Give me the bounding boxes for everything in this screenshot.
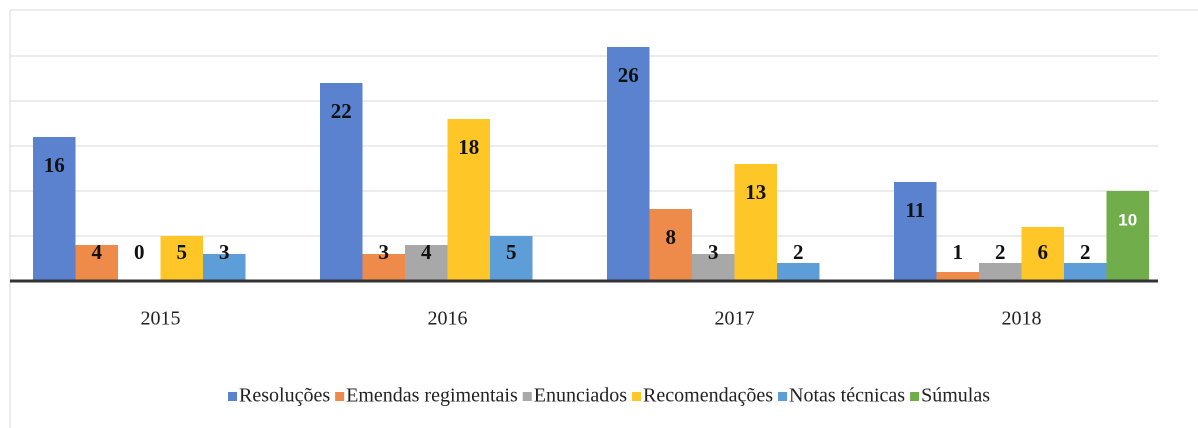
data-label: 3 — [219, 240, 230, 264]
bar — [405, 245, 448, 281]
legend-swatch — [522, 392, 532, 401]
bar — [160, 236, 203, 281]
data-label: 3 — [708, 240, 719, 264]
bar — [979, 263, 1022, 281]
data-label: 13 — [745, 180, 766, 204]
bar — [1064, 263, 1107, 281]
x-tick-label: 2015 — [141, 308, 181, 330]
legend-swatch — [228, 392, 238, 401]
data-label: 2 — [793, 240, 804, 264]
bar — [33, 137, 76, 281]
bar — [894, 182, 937, 281]
x-tick-label: 2016 — [428, 308, 468, 330]
bar — [203, 254, 246, 281]
legend-swatch — [778, 392, 787, 401]
x-tick-label: 2018 — [1002, 308, 1042, 330]
data-label: 1 — [953, 240, 964, 264]
bar — [734, 164, 777, 281]
legend-swatch — [632, 392, 642, 401]
bar — [692, 254, 735, 281]
data-label: 10 — [1118, 210, 1137, 229]
data-label: 22 — [331, 99, 352, 123]
data-label: 8 — [666, 225, 677, 249]
data-label: 26 — [618, 63, 639, 87]
data-label: 4 — [421, 240, 432, 264]
bar — [447, 119, 490, 281]
bar — [1106, 191, 1149, 281]
legend-label: Resoluções — [239, 385, 330, 407]
legend-label: Enunciados — [534, 385, 628, 407]
bar — [649, 209, 692, 281]
legend-label: Notas técnicas — [789, 385, 905, 407]
data-label: 18 — [458, 135, 479, 159]
bar — [1021, 227, 1064, 281]
data-label: 4 — [92, 240, 103, 264]
legend-label: Emendas regimentais — [346, 385, 518, 407]
bar — [75, 245, 118, 281]
data-label: 16 — [44, 153, 65, 177]
legend-swatch — [335, 392, 345, 401]
data-label: 2 — [1080, 240, 1091, 264]
data-label: 6 — [1038, 240, 1049, 264]
data-label: 0 — [134, 240, 145, 264]
bar — [936, 272, 979, 281]
bar — [777, 263, 820, 281]
data-label: 3 — [379, 240, 390, 264]
data-label: 11 — [905, 198, 925, 222]
legend-label: Súmulas — [921, 385, 990, 407]
x-tick-label: 2017 — [715, 308, 755, 330]
legend-label: Recomendações — [643, 385, 773, 407]
data-label: 5 — [177, 240, 188, 264]
bar — [490, 236, 533, 281]
bar — [320, 83, 363, 281]
data-label: 2 — [995, 240, 1006, 264]
bar — [362, 254, 405, 281]
legend-swatch — [910, 392, 920, 401]
legend: Resoluções Emendas regimentais Enunciados R… — [228, 385, 990, 407]
bar — [607, 47, 650, 281]
data-label: 5 — [506, 240, 517, 264]
